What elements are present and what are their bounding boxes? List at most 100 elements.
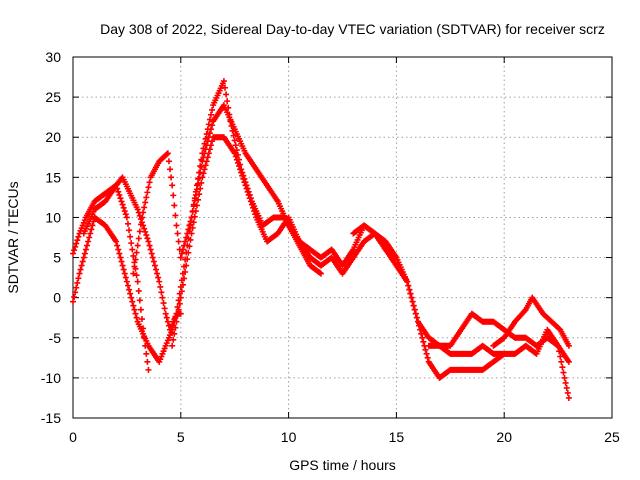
data-point bbox=[409, 298, 416, 305]
data-point bbox=[204, 126, 211, 133]
y-tick-label: 15 bbox=[45, 169, 61, 185]
data-point bbox=[192, 208, 199, 215]
data-point bbox=[122, 211, 129, 218]
data-point bbox=[130, 270, 137, 277]
data-point bbox=[145, 366, 152, 373]
data-point bbox=[133, 272, 140, 279]
data-point bbox=[134, 242, 141, 249]
data-point bbox=[181, 242, 188, 249]
data-point bbox=[75, 233, 82, 240]
data-point bbox=[188, 230, 195, 237]
data-point bbox=[70, 250, 76, 257]
data-point bbox=[124, 282, 131, 289]
data-point bbox=[252, 211, 259, 218]
data-point bbox=[178, 250, 185, 257]
data-point bbox=[124, 220, 131, 227]
data-point bbox=[198, 163, 205, 170]
data-point bbox=[89, 222, 96, 229]
data-point bbox=[120, 204, 127, 211]
data-point bbox=[221, 84, 228, 91]
x-axis-label: GPS time / hours bbox=[289, 457, 396, 473]
data-point bbox=[243, 185, 250, 192]
data-point bbox=[168, 174, 175, 181]
data-point bbox=[141, 225, 148, 232]
data-point bbox=[74, 237, 81, 244]
data-point bbox=[179, 246, 186, 253]
data-point bbox=[229, 127, 236, 134]
data-point bbox=[158, 289, 165, 296]
data-point bbox=[126, 286, 133, 293]
data-point bbox=[164, 318, 171, 325]
data-point bbox=[424, 354, 431, 361]
data-point bbox=[135, 287, 142, 294]
y-tick-label: -5 bbox=[49, 330, 62, 346]
data-point bbox=[76, 270, 83, 277]
data-point bbox=[227, 118, 234, 125]
data-point bbox=[556, 348, 563, 355]
data-point bbox=[129, 298, 136, 305]
data-point bbox=[239, 172, 246, 179]
data-point bbox=[85, 238, 92, 245]
data-point bbox=[248, 201, 255, 208]
data-point bbox=[223, 91, 230, 98]
series-track-h bbox=[425, 326, 572, 401]
data-point bbox=[188, 214, 195, 221]
data-point bbox=[174, 312, 181, 319]
y-tick-label: 20 bbox=[45, 129, 61, 145]
data-point bbox=[73, 240, 80, 247]
data-point bbox=[164, 150, 171, 157]
data-point bbox=[116, 191, 123, 198]
data-point bbox=[144, 358, 151, 365]
data-point bbox=[173, 222, 180, 229]
data-point bbox=[71, 247, 78, 254]
data-point bbox=[207, 111, 214, 118]
data-point bbox=[185, 226, 192, 233]
data-point bbox=[200, 145, 207, 152]
data-point bbox=[118, 258, 125, 265]
data-point bbox=[197, 185, 204, 192]
data-point bbox=[205, 150, 212, 157]
data-point bbox=[228, 122, 235, 129]
data-point bbox=[419, 334, 426, 341]
data-point bbox=[117, 254, 124, 261]
data-point bbox=[209, 138, 216, 145]
data-point bbox=[174, 230, 181, 237]
data-point bbox=[133, 249, 140, 256]
data-point bbox=[114, 242, 121, 249]
data-point bbox=[118, 198, 125, 205]
data-point bbox=[165, 158, 172, 165]
data-point bbox=[169, 342, 176, 349]
data-point bbox=[406, 286, 413, 293]
data-point bbox=[195, 196, 202, 203]
data-point bbox=[231, 150, 238, 157]
data-point bbox=[157, 283, 164, 290]
data-point bbox=[170, 336, 177, 343]
data-point bbox=[113, 238, 120, 245]
data-point bbox=[73, 284, 80, 291]
data-point bbox=[202, 135, 209, 142]
series-track-d bbox=[130, 78, 324, 277]
data-point bbox=[232, 142, 239, 149]
data-point bbox=[146, 179, 153, 186]
series-track-e bbox=[169, 134, 400, 349]
data-point bbox=[122, 274, 129, 281]
data-point bbox=[127, 233, 134, 240]
data-point bbox=[207, 142, 214, 149]
data-point bbox=[146, 242, 153, 249]
data-point bbox=[123, 214, 130, 221]
series-track-g bbox=[350, 222, 572, 365]
data-point bbox=[191, 213, 198, 220]
data-point bbox=[234, 159, 241, 166]
data-point bbox=[86, 234, 93, 241]
data-point bbox=[115, 246, 122, 253]
data-point bbox=[171, 330, 178, 337]
data-points bbox=[70, 78, 572, 401]
data-point bbox=[185, 249, 192, 256]
data-point bbox=[123, 278, 130, 285]
data-point bbox=[190, 201, 197, 208]
data-point bbox=[179, 281, 186, 288]
data-point bbox=[81, 250, 88, 257]
data-point bbox=[186, 243, 193, 250]
data-point bbox=[84, 242, 91, 249]
data-point bbox=[193, 202, 200, 209]
